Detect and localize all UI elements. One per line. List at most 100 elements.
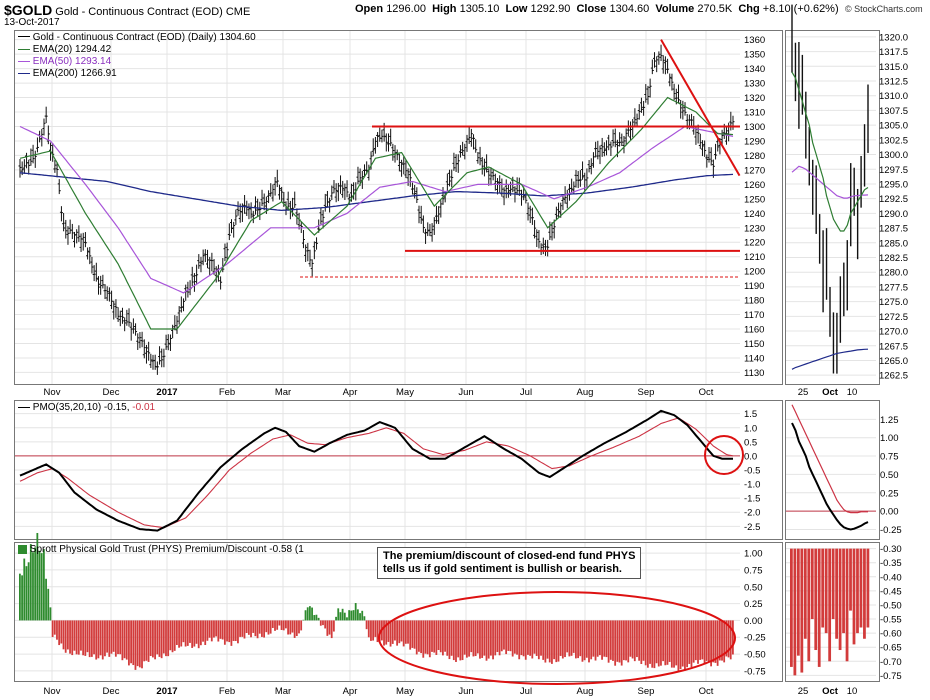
phys-bar [474, 620, 477, 657]
phys-bar [583, 620, 586, 661]
price-tick-label: 1230 [744, 223, 765, 234]
phys-bar [191, 620, 194, 648]
phys-highlight-ellipse [378, 591, 736, 685]
phys-bar [29, 544, 32, 621]
zoom-price-tick-label: 1262.5 [879, 371, 908, 382]
phys-bar [38, 550, 41, 621]
phys-bar [463, 620, 466, 655]
phys-bar [110, 620, 113, 654]
zoom-phys-bar [807, 548, 811, 662]
phys-x-tick-label: 2017 [156, 686, 177, 697]
phys-tick-label: 0.00 [744, 616, 763, 627]
phys-bar [666, 620, 669, 665]
zoom-phys-tick-label: -0.35 [880, 558, 902, 569]
pmo-legend-icon [18, 406, 30, 408]
phys-bar [664, 620, 667, 666]
phys-bar [125, 620, 128, 660]
phys-bar [23, 558, 26, 621]
phys-bar [114, 620, 117, 657]
phys-bar [169, 620, 172, 651]
price-tick-label: 1220 [744, 238, 765, 249]
phys-bar [535, 620, 538, 656]
ohlc-legend-icon [18, 36, 30, 38]
phys-bar [62, 620, 65, 650]
phys-bar [330, 620, 333, 639]
price-tick-label: 1190 [744, 281, 764, 292]
downtrend-line [660, 39, 741, 177]
zoom-price-tick-label: 1267.5 [879, 341, 908, 352]
phys-bar [339, 612, 342, 621]
phys-bar [627, 620, 630, 663]
phys-bar [134, 620, 137, 670]
phys-bar [418, 620, 420, 652]
phys-bar [208, 620, 211, 638]
x-tick-label: Sep [638, 387, 655, 398]
phys-bar [180, 620, 183, 647]
phys-bar [204, 620, 207, 645]
phys-bar [175, 620, 178, 645]
phys-bar [402, 620, 405, 647]
phys-bar [557, 620, 560, 662]
phys-bar [82, 620, 85, 656]
phys-bar [291, 620, 294, 633]
phys-bar [245, 620, 248, 634]
phys-bar [348, 610, 351, 621]
pmo-tick-label: 0.5 [744, 437, 757, 448]
phys-x-tick-label: Feb [219, 686, 235, 697]
phys-bar [232, 620, 235, 641]
phys-bar [428, 620, 431, 658]
phys-bar [193, 620, 196, 647]
phys-bar [465, 620, 468, 658]
phys-bar [53, 620, 56, 635]
phys-bar [372, 620, 375, 641]
price-tick-label: 1350 [744, 50, 765, 61]
phys-bar [280, 620, 283, 630]
phys-bar [701, 620, 704, 660]
zoom-phys-x-tick-label: 25 [798, 686, 809, 697]
phys-bar [387, 620, 390, 642]
phys-bar [422, 620, 425, 658]
zoom-phys-bar [831, 548, 835, 620]
phys-bar [649, 620, 651, 664]
phys-bar [223, 620, 226, 645]
phys-legend-icon [18, 544, 27, 554]
phys-bar [324, 620, 327, 629]
phys-bar [84, 620, 87, 656]
phys-tick-label: 0.25 [744, 599, 763, 610]
phys-bar [529, 620, 532, 656]
phys-tick-label: -0.75 [744, 666, 766, 677]
phys-bar [189, 620, 191, 643]
phys-bar [99, 620, 102, 656]
zoom-phys-tick-label: -0.65 [880, 643, 902, 654]
phys-bar [527, 620, 529, 655]
phys-bar [132, 620, 135, 666]
phys-bar [385, 620, 388, 645]
zoom-phys-bar [796, 548, 800, 656]
phys-bar [699, 620, 702, 660]
phys-bar [489, 620, 492, 656]
phys-bar [714, 620, 717, 663]
phys-bar [237, 620, 239, 644]
phys-bar [354, 603, 357, 621]
phys-bar [365, 620, 368, 630]
pmo-tick-label: -2.0 [744, 508, 760, 519]
phys-bar [516, 620, 518, 655]
phys-bar [154, 620, 156, 660]
ohlc-summary: Open 1296.00 High 1305.10 Low 1292.90 Cl… [355, 3, 839, 15]
phys-bar [337, 608, 340, 621]
phys-bar [601, 620, 603, 660]
zoom-phys-bar [838, 548, 842, 651]
phys-bar [625, 620, 627, 661]
phys-callout: The premium/discount of closed-end fund … [377, 547, 642, 579]
zoom-price-tick-label: 1282.5 [879, 253, 908, 264]
phys-bar [300, 620, 303, 631]
phys-bar [618, 620, 621, 663]
phys-bar [727, 620, 730, 658]
phys-bar [459, 620, 462, 661]
phys-bar [64, 620, 67, 653]
phys-bar [509, 620, 512, 652]
phys-bar [638, 620, 641, 661]
price-tick-label: 1340 [744, 64, 765, 75]
phys-bar [45, 578, 47, 621]
zoom-price-tick-label: 1300.0 [879, 150, 908, 161]
